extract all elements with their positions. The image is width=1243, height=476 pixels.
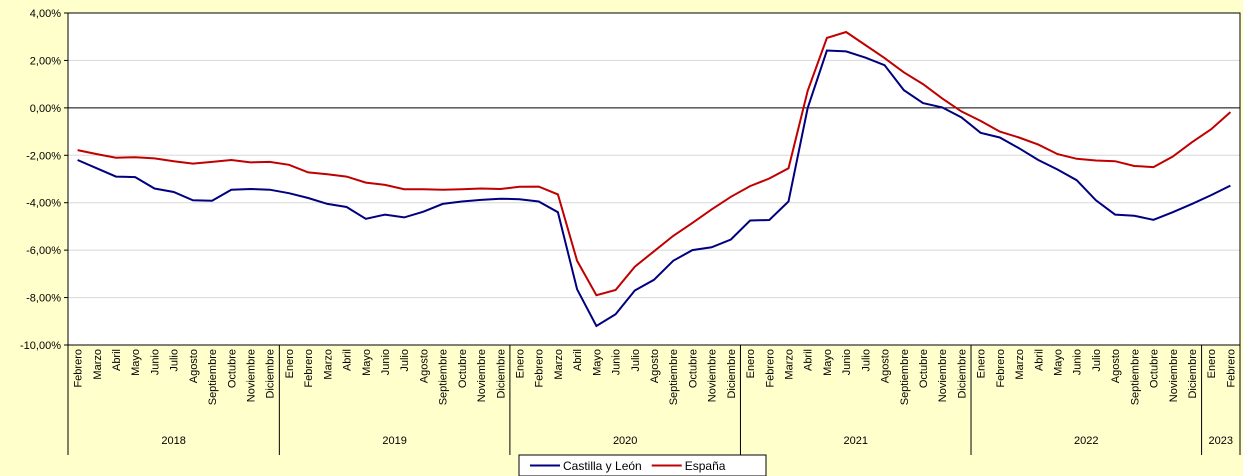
x-tick-label: Agosto	[1110, 349, 1122, 383]
group-label: 2022	[1074, 435, 1098, 447]
x-tick-label: Enero	[976, 349, 988, 378]
line-series	[77, 49, 1231, 328]
x-tick-label: Julio	[169, 349, 181, 372]
x-tick-label: Abril	[803, 349, 815, 371]
x-tick-label: Septiembre	[207, 349, 219, 405]
x-tick-label: Agosto	[649, 349, 661, 383]
x-tick-label: Julio	[860, 349, 872, 372]
x-tick-label: Junio	[841, 349, 853, 375]
x-tick-label: Abril	[572, 349, 584, 371]
x-tick-label: Mayo	[591, 349, 603, 376]
x-tick-label: Abril	[1033, 349, 1045, 371]
group-label: 2020	[613, 435, 637, 447]
x-tick-label: Febrero	[764, 349, 776, 388]
x-tick-label: Noviembre	[707, 349, 719, 402]
x-tick-label: Enero	[745, 349, 757, 378]
x-tick-label: Diciembre	[726, 349, 738, 399]
y-tick-label: -10,00%	[20, 340, 61, 352]
x-tick-label: Julio	[630, 349, 642, 372]
x-tick-label: Octubre	[1149, 349, 1161, 388]
x-tick-label: Octubre	[226, 349, 238, 388]
legend-box	[518, 454, 767, 476]
y-tick-label: -6,00%	[26, 245, 61, 257]
x-tick-label: Noviembre	[937, 349, 949, 402]
x-tick-label: Septiembre	[1129, 349, 1141, 405]
x-tick-label: Febrero	[73, 349, 85, 388]
x-tick-label: Febrero	[1225, 349, 1237, 388]
legend-label: Castilla y León	[563, 459, 642, 473]
group-label: 2021	[843, 435, 867, 447]
x-tick-label: Febrero	[303, 349, 315, 388]
legend: Castilla y León España	[518, 454, 767, 476]
x-tick-label: Octubre	[687, 349, 699, 388]
x-tick-label: Mayo	[1052, 349, 1064, 376]
x-tick-label: Noviembre	[1168, 349, 1180, 402]
x-tick-label: Abril	[111, 349, 123, 371]
x-tick-label: Abril	[342, 349, 354, 371]
x-tick-label: Julio	[399, 349, 411, 372]
group-label: 2023	[1209, 435, 1233, 447]
x-tick-label: Diciembre	[495, 349, 507, 399]
y-tick-label: 0,00%	[30, 103, 61, 115]
x-tick-label: Agosto	[188, 349, 200, 383]
x-tick-label: Junio	[1072, 349, 1084, 375]
x-tick-label: Marzo	[92, 349, 104, 380]
x-tick-label: Septiembre	[668, 349, 680, 405]
x-tick-label: Diciembre	[265, 349, 277, 399]
plot-border	[67, 12, 1241, 346]
x-tick-label: Octubre	[918, 349, 930, 388]
x-tick-label: Diciembre	[956, 349, 968, 399]
x-tick-label: Marzo	[783, 349, 795, 380]
x-tick-label: Agosto	[418, 349, 430, 383]
x-tick-label: Septiembre	[899, 349, 911, 405]
x-tick-label: Marzo	[1014, 349, 1026, 380]
plot-area	[68, 13, 1240, 345]
x-tick-label: Agosto	[880, 349, 892, 383]
x-tick-label: Enero	[515, 349, 527, 378]
x-tick-label: Mayo	[361, 349, 373, 376]
line-series	[77, 30, 1232, 297]
y-tick-label: 2,00%	[30, 55, 61, 67]
x-tick-label: Julio	[1091, 349, 1103, 372]
y-tick-label: -8,00%	[26, 293, 61, 305]
x-tick-label: Febrero	[534, 349, 546, 388]
x-tick-label: Diciembre	[1187, 349, 1199, 399]
x-tick-label: Junio	[149, 349, 161, 375]
x-tick-label: Octubre	[457, 349, 469, 388]
x-tick-label: Mayo	[822, 349, 834, 376]
group-label: 2019	[382, 435, 406, 447]
x-tick-label: Septiembre	[438, 349, 450, 405]
x-tick-label: Enero	[1206, 349, 1218, 378]
x-tick-label: Marzo	[553, 349, 565, 380]
x-tick-label: Noviembre	[476, 349, 488, 402]
x-tick-label: Enero	[284, 349, 296, 378]
y-tick-label: -4,00%	[26, 198, 61, 210]
y-tick-label: -2,00%	[26, 150, 61, 162]
legend-label: España	[685, 459, 726, 473]
x-tick-label: Mayo	[130, 349, 142, 376]
x-tick-label: Junio	[380, 349, 392, 375]
y-tick-label: 4,00%	[30, 8, 61, 20]
x-tick-label: Noviembre	[246, 349, 258, 402]
x-tick-label: Marzo	[322, 349, 334, 380]
group-label: 2018	[161, 435, 185, 447]
x-tick-label: Febrero	[995, 349, 1007, 388]
x-tick-label: Junio	[611, 349, 623, 375]
